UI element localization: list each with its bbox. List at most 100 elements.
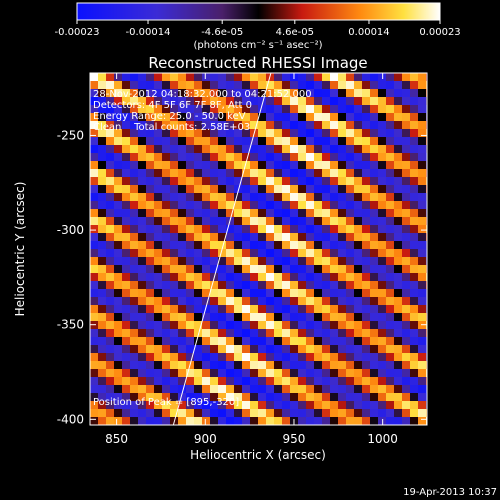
heatmap-cell [114, 417, 122, 425]
heatmap-cell [106, 145, 114, 153]
heatmap-cell [202, 313, 210, 321]
heatmap-cell [306, 305, 314, 313]
heatmap-cell [418, 169, 426, 177]
heatmap-cell [306, 121, 314, 129]
heatmap-cell [146, 249, 154, 257]
heatmap-cell [234, 377, 242, 385]
heatmap-cell [90, 329, 98, 337]
heatmap-cell [314, 121, 322, 129]
heatmap-cell [386, 353, 394, 361]
heatmap-cell [170, 257, 178, 265]
heatmap-cell [338, 113, 346, 121]
heatmap-cell [362, 233, 370, 241]
colorbar-tick-label: -4.6e-05 [201, 27, 243, 38]
heatmap-cell [98, 97, 106, 105]
heatmap-cell [394, 393, 402, 401]
heatmap-cell [122, 241, 130, 249]
heatmap-cell [130, 281, 138, 289]
heatmap-cell [98, 289, 106, 297]
heatmap-cell [114, 281, 122, 289]
heatmap-cell [154, 105, 162, 113]
heatmap-cell [202, 73, 210, 81]
heatmap-cell [250, 185, 258, 193]
heatmap-cell [314, 153, 322, 161]
heatmap-cell [258, 121, 266, 129]
heatmap-cell [330, 353, 338, 361]
heatmap-cell [138, 161, 146, 169]
heatmap-cell [330, 241, 338, 249]
heatmap-cell [162, 241, 170, 249]
heatmap-cell [314, 209, 322, 217]
heatmap-cell [242, 377, 250, 385]
heatmap-cell [186, 329, 194, 337]
heatmap-cell [370, 281, 378, 289]
heatmap-cell [386, 73, 394, 81]
heatmap-cell [98, 361, 106, 369]
heatmap-cell [194, 145, 202, 153]
heatmap-cell [266, 353, 274, 361]
heatmap-cell [178, 97, 186, 105]
heatmap-cell [178, 137, 186, 145]
heatmap-cell [298, 241, 306, 249]
heatmap-cell [258, 233, 266, 241]
heatmap-cell [154, 353, 162, 361]
heatmap-cell [410, 225, 418, 233]
heatmap-cell [282, 97, 290, 105]
heatmap-cell [242, 409, 250, 417]
heatmap-cell [306, 233, 314, 241]
heatmap-cell [106, 193, 114, 201]
heatmap-cell [346, 185, 354, 193]
heatmap-cell [418, 257, 426, 265]
heatmap-cell [274, 241, 282, 249]
heatmap-cell [138, 265, 146, 273]
heatmap-cell [322, 297, 330, 305]
heatmap-cell [170, 161, 178, 169]
heatmap-cell [242, 113, 250, 121]
heatmap-cell [122, 225, 130, 233]
heatmap-cell [362, 361, 370, 369]
heatmap-cell [130, 177, 138, 185]
heatmap-cell [290, 121, 298, 129]
heatmap-cell [138, 345, 146, 353]
heatmap-cell [346, 409, 354, 417]
heatmap-cell [186, 305, 194, 313]
heatmap-cell [122, 73, 130, 81]
heatmap-cell [154, 273, 162, 281]
heatmap-cell [418, 121, 426, 129]
heatmap-cell [218, 89, 226, 97]
heatmap-cell [418, 113, 426, 121]
heatmap-cell [170, 281, 178, 289]
heatmap-cell [378, 257, 386, 265]
heatmap-cell [354, 305, 362, 313]
heatmap-cell [250, 225, 258, 233]
heatmap-cell [250, 369, 258, 377]
heatmap-cell [306, 377, 314, 385]
heatmap-cell [402, 97, 410, 105]
heatmap-cell [194, 81, 202, 89]
heatmap-cell [106, 369, 114, 377]
heatmap-cell [90, 137, 98, 145]
heatmap-cell [266, 121, 274, 129]
heatmap-cell [90, 353, 98, 361]
heatmap-cell [298, 153, 306, 161]
heatmap-cell [242, 81, 250, 89]
heatmap-cell [234, 401, 242, 409]
heatmap-cell [162, 273, 170, 281]
heatmap-cell [410, 193, 418, 201]
heatmap-cell [218, 249, 226, 257]
heatmap-cell [282, 345, 290, 353]
heatmap-cell [154, 249, 162, 257]
heatmap-cell [402, 265, 410, 273]
heatmap-cell [130, 73, 138, 81]
heatmap-cell [394, 241, 402, 249]
heatmap-cell [394, 337, 402, 345]
heatmap-cell [266, 385, 274, 393]
heatmap-cell [346, 369, 354, 377]
heatmap-cell [322, 185, 330, 193]
heatmap-cell [418, 305, 426, 313]
heatmap-cell [338, 281, 346, 289]
heatmap-cell [122, 353, 130, 361]
heatmap-cell [274, 153, 282, 161]
heatmap-cell [338, 249, 346, 257]
heatmap-cell [386, 273, 394, 281]
